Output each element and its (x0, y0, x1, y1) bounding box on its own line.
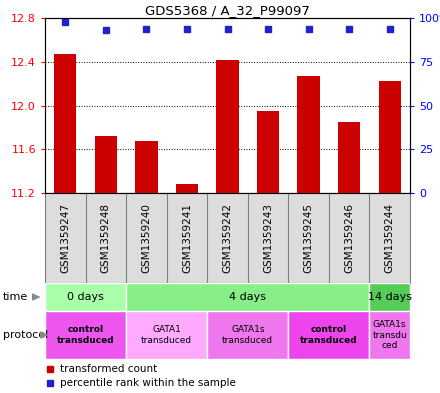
Text: GATA1s
transdu
ced: GATA1s transdu ced (372, 320, 407, 350)
Text: GSM1359246: GSM1359246 (344, 203, 354, 273)
Text: GSM1359243: GSM1359243 (263, 203, 273, 273)
Text: GSM1359242: GSM1359242 (223, 203, 232, 273)
Text: 14 days: 14 days (368, 292, 412, 302)
Bar (207, 311, 288, 359)
Bar (378, 81, 401, 193)
Bar (176, 184, 198, 193)
Text: GSM1359244: GSM1359244 (385, 203, 395, 273)
Text: percentile rank within the sample: percentile rank within the sample (60, 378, 236, 388)
Text: 0 days: 0 days (67, 292, 104, 302)
Text: GATA1s
transduced: GATA1s transduced (222, 325, 273, 345)
Text: 4 days: 4 days (229, 292, 266, 302)
Text: control
transduced: control transduced (57, 325, 114, 345)
Bar (45, 283, 126, 311)
Text: GSM1359240: GSM1359240 (141, 203, 151, 273)
Bar (126, 311, 207, 359)
Bar (297, 76, 320, 193)
Bar (370, 283, 410, 311)
Text: GSM1359241: GSM1359241 (182, 203, 192, 273)
Bar (135, 141, 158, 193)
Bar (54, 54, 77, 193)
Bar (370, 311, 410, 359)
Text: GSM1359248: GSM1359248 (101, 203, 111, 273)
Text: transformed count: transformed count (60, 364, 157, 373)
Text: time: time (3, 292, 28, 302)
Title: GDS5368 / A_32_P99097: GDS5368 / A_32_P99097 (145, 4, 310, 17)
Text: GSM1359245: GSM1359245 (304, 203, 314, 273)
Text: control
transduced: control transduced (300, 325, 358, 345)
Bar (257, 111, 279, 193)
Bar (126, 283, 370, 311)
Bar (216, 60, 238, 193)
Text: GATA1
transduced: GATA1 transduced (141, 325, 192, 345)
Text: protocol: protocol (3, 330, 48, 340)
Bar (288, 311, 370, 359)
Bar (338, 122, 360, 193)
Bar (45, 311, 126, 359)
Bar (95, 136, 117, 193)
Text: GSM1359247: GSM1359247 (60, 203, 70, 273)
